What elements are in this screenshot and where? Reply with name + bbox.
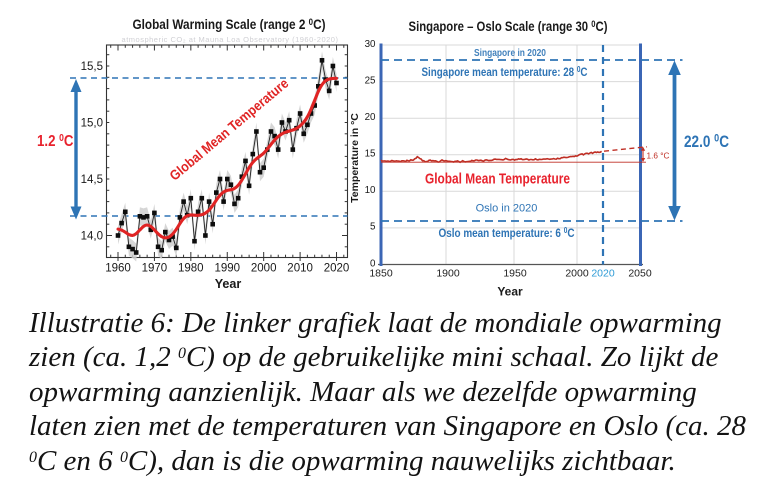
svg-text:5: 5 (370, 222, 376, 233)
svg-text:1.2 0C: 1.2 0C (37, 133, 74, 150)
svg-text:atmospheric CO₂ at Mauna Loa O: atmospheric CO₂ at Mauna Loa Observatory… (122, 35, 339, 44)
svg-text:2000: 2000 (565, 268, 589, 280)
svg-text:0: 0 (370, 258, 376, 269)
svg-text:Oslo mean temperature: 6 0C: Oslo mean temperature: 6 0C (439, 226, 575, 240)
svg-text:30: 30 (365, 39, 376, 50)
svg-text:Temperature in °C: Temperature in °C (349, 113, 361, 203)
svg-text:Global Mean Temperature: Global Mean Temperature (425, 172, 570, 188)
svg-text:1990: 1990 (215, 263, 241, 275)
svg-text:1950: 1950 (503, 268, 527, 280)
svg-text:1.6 °C: 1.6 °C (647, 151, 670, 161)
svg-text:Year: Year (215, 277, 242, 291)
svg-text:Singapore – Oslo Scale (range: Singapore – Oslo Scale (range 30 0C) (409, 19, 608, 34)
svg-text:Singapore mean temperature: 28: Singapore mean temperature: 28 0C (422, 65, 588, 79)
svg-text:15: 15 (365, 149, 376, 160)
svg-text:1980: 1980 (178, 263, 204, 275)
svg-text:1960: 1960 (105, 263, 131, 275)
svg-text:2020: 2020 (591, 268, 615, 280)
svg-text:2010: 2010 (287, 263, 313, 275)
svg-text:14,0: 14,0 (81, 231, 103, 243)
svg-text:Year: Year (497, 285, 523, 299)
svg-text:15,5: 15,5 (81, 61, 103, 73)
svg-text:2050: 2050 (628, 268, 652, 280)
svg-text:25: 25 (365, 75, 376, 86)
svg-text:Oslo in 2020: Oslo in 2020 (476, 203, 538, 215)
svg-text:22.0 0C: 22.0 0C (684, 133, 729, 152)
svg-text:2000: 2000 (251, 263, 277, 275)
svg-text:Global Warming Scale (range 2: Global Warming Scale (range 2 0C) (133, 17, 326, 32)
svg-text:2020: 2020 (324, 263, 350, 275)
svg-text:20: 20 (365, 112, 376, 123)
svg-text:10: 10 (365, 185, 376, 196)
svg-text:15,0: 15,0 (81, 118, 103, 130)
svg-text:Singapore in 2020: Singapore in 2020 (474, 48, 546, 59)
svg-text:1970: 1970 (142, 263, 168, 275)
svg-text:1850: 1850 (369, 268, 393, 280)
svg-text:1900: 1900 (436, 268, 460, 280)
svg-text:14,5: 14,5 (81, 174, 103, 186)
